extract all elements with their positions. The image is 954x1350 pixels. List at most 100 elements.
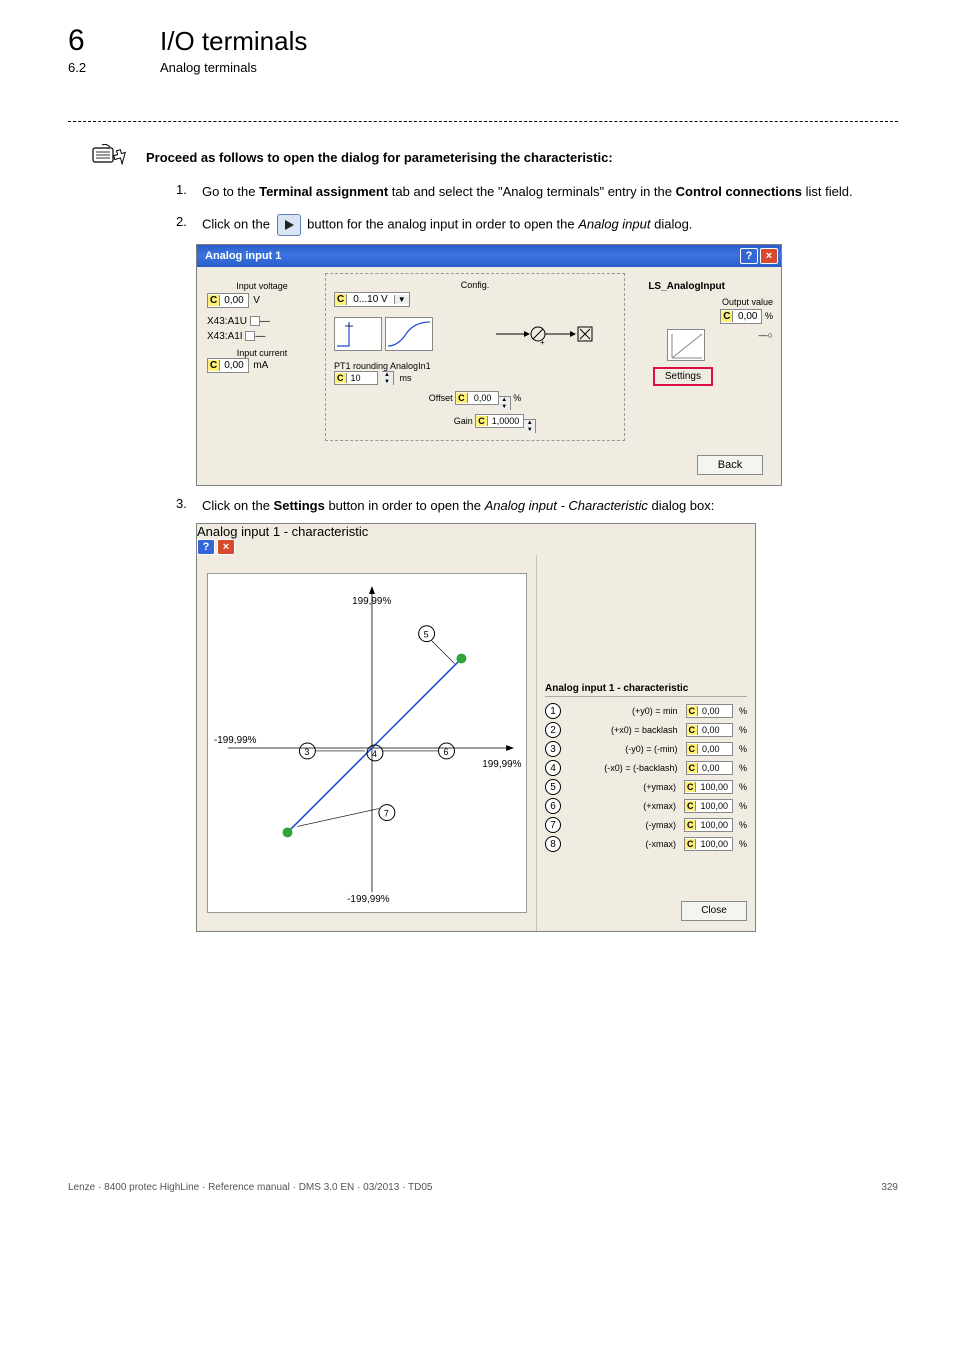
pin-a1i-box <box>245 331 255 341</box>
settings-button[interactable]: Settings <box>653 367 713 386</box>
gain-field[interactable]: C1,0000 <box>475 414 524 428</box>
input-voltage-value: C0,00 <box>207 293 249 308</box>
dialog2-titlebar: Analog input 1 - characteristic ? × <box>197 524 755 555</box>
close-icon[interactable]: × <box>217 539 235 555</box>
output-unit: % <box>765 311 773 321</box>
svg-text:4: 4 <box>371 749 376 759</box>
step-1-text: Go to the Terminal assignment tab and se… <box>202 182 898 202</box>
pin-a1i-label: X43:A1I <box>207 331 243 342</box>
param-label: (-ymax) <box>567 820 678 830</box>
param-marker: 1 <box>545 703 561 719</box>
output-value-label: Output value <box>720 297 773 307</box>
param-label: (-y0) = (-min) <box>567 744 680 754</box>
output-value: C0,00 <box>720 309 762 324</box>
parameter-pane: Analog input 1 - characteristic 1 (+y0) =… <box>537 555 755 931</box>
gain-spinner[interactable]: ▲▼ <box>524 419 536 433</box>
pt1-label: PT1 rounding AnalogIn1 <box>334 361 616 371</box>
svg-text:5: 5 <box>423 630 428 640</box>
config-label: Config. <box>334 280 616 290</box>
param-label: (-xmax) <box>567 839 678 849</box>
offset-spinner[interactable]: ▲▼ <box>499 396 511 410</box>
pt1-spinner[interactable]: ▲▼ <box>382 371 394 385</box>
step-3-text: Click on the Settings button in order to… <box>202 496 898 516</box>
svg-text:-199,99%: -199,99% <box>213 735 256 746</box>
param-unit: % <box>739 744 747 754</box>
back-button[interactable]: Back <box>697 455 763 475</box>
param-label: (-x0) = (-backlash) <box>567 763 680 773</box>
characteristic-dialog: Analog input 1 - characteristic ? × 199,… <box>196 523 756 932</box>
input-voltage-label: Input voltage <box>207 281 317 291</box>
param-value-field[interactable]: C0,00 <box>686 742 734 756</box>
chapter-number: 6 <box>68 24 108 58</box>
pt1-field[interactable]: C10 <box>334 371 378 385</box>
unit-ma: mA <box>253 360 268 371</box>
param-row-1: 1 (+y0) = min C0,00% <box>545 703 747 719</box>
footer-text: Lenze · 8400 protec HighLine · Reference… <box>68 1182 432 1193</box>
param-value-field[interactable]: C100,00 <box>684 837 733 851</box>
help-icon[interactable]: ? <box>740 248 758 264</box>
close-button[interactable]: Close <box>681 901 747 921</box>
play-button-icon <box>277 214 301 236</box>
param-label: (+y0) = min <box>567 706 680 716</box>
param-label: (+x0) = backlash <box>567 725 680 735</box>
signal-flow-diagram: + <box>496 314 616 354</box>
characteristic-chart: 199,99% -199,99% 199,99% -199,99% 5 3 4 … <box>207 573 527 913</box>
pin-a1u-label: X43:A1U <box>207 316 247 327</box>
svg-text:199,99%: 199,99% <box>352 596 391 607</box>
param-row-7: 7 (-ymax) C100,00% <box>545 817 747 833</box>
param-unit: % <box>739 801 747 811</box>
param-unit: % <box>739 820 747 830</box>
dialog1-left-column: Input voltage C0,00 V X43:A1U — X43:A1I … <box>207 281 317 373</box>
section-number: 6.2 <box>68 60 108 75</box>
param-marker: 4 <box>545 760 561 776</box>
help-icon[interactable]: ? <box>197 539 215 555</box>
divider <box>68 121 898 122</box>
param-value-field[interactable]: C100,00 <box>684 780 733 794</box>
close-icon[interactable]: × <box>760 248 778 264</box>
svg-text:7: 7 <box>383 809 388 819</box>
param-marker: 7 <box>545 817 561 833</box>
procedure-icon <box>92 144 132 172</box>
dialog1-titlebar: Analog input 1 ? × <box>197 245 781 267</box>
chapter-title: I/O terminals <box>160 26 307 57</box>
pt1-unit: ms <box>400 373 412 383</box>
param-value-field[interactable]: C100,00 <box>684 818 733 832</box>
pt1-filter-icon <box>334 317 382 351</box>
svg-text:6: 6 <box>443 747 448 757</box>
param-row-2: 2 (+x0) = backlash C0,00% <box>545 722 747 738</box>
offset-field[interactable]: C0,00 <box>455 391 499 405</box>
offset-label: Offset <box>429 393 453 403</box>
page-number: 329 <box>881 1182 898 1193</box>
param-row-6: 6(+xmax)C100,00% <box>545 798 747 814</box>
param-marker: 3 <box>545 741 561 757</box>
param-label: (+xmax) <box>567 801 678 811</box>
param-unit: % <box>739 839 747 849</box>
param-marker: 2 <box>545 722 561 738</box>
param-value-field[interactable]: C0,00 <box>686 723 734 737</box>
param-row-3: 3 (-y0) = (-min) C0,00% <box>545 741 747 757</box>
step-2-text: Click on the button for the analog input… <box>202 214 898 236</box>
gain-label: Gain <box>454 416 473 426</box>
ls-graph-icon <box>667 329 705 361</box>
param-row-5: 5(+ymax)C100,00% <box>545 779 747 795</box>
svg-text:-199,99%: -199,99% <box>347 894 390 905</box>
param-value-field[interactable]: C0,00 <box>686 704 734 718</box>
param-label: (+ymax) <box>567 782 678 792</box>
param-header: Analog input 1 - characteristic <box>545 683 747 697</box>
param-unit: % <box>739 725 747 735</box>
input-current-value: C0,00 <box>207 358 249 373</box>
dialog2-title: Analog input 1 - characteristic <box>197 524 368 539</box>
characteristic-graph-pane: 199,99% -199,99% 199,99% -199,99% 5 3 4 … <box>197 555 537 931</box>
dialog1-title: Analog input 1 <box>205 250 281 262</box>
svg-text:3: 3 <box>304 747 309 757</box>
param-unit: % <box>739 706 747 716</box>
param-value-field[interactable]: C100,00 <box>684 799 733 813</box>
input-current-label: Input current <box>207 348 317 358</box>
config-combobox[interactable]: C0...10 V▼ <box>334 292 410 307</box>
param-marker: 8 <box>545 836 561 852</box>
param-value-field[interactable]: C0,00 <box>686 761 734 775</box>
curve-icon <box>385 317 433 351</box>
config-group: Config. C0...10 V▼ + PT1 round <box>325 273 625 441</box>
svg-text:+: + <box>540 338 545 347</box>
section-title: Analog terminals <box>160 60 257 75</box>
